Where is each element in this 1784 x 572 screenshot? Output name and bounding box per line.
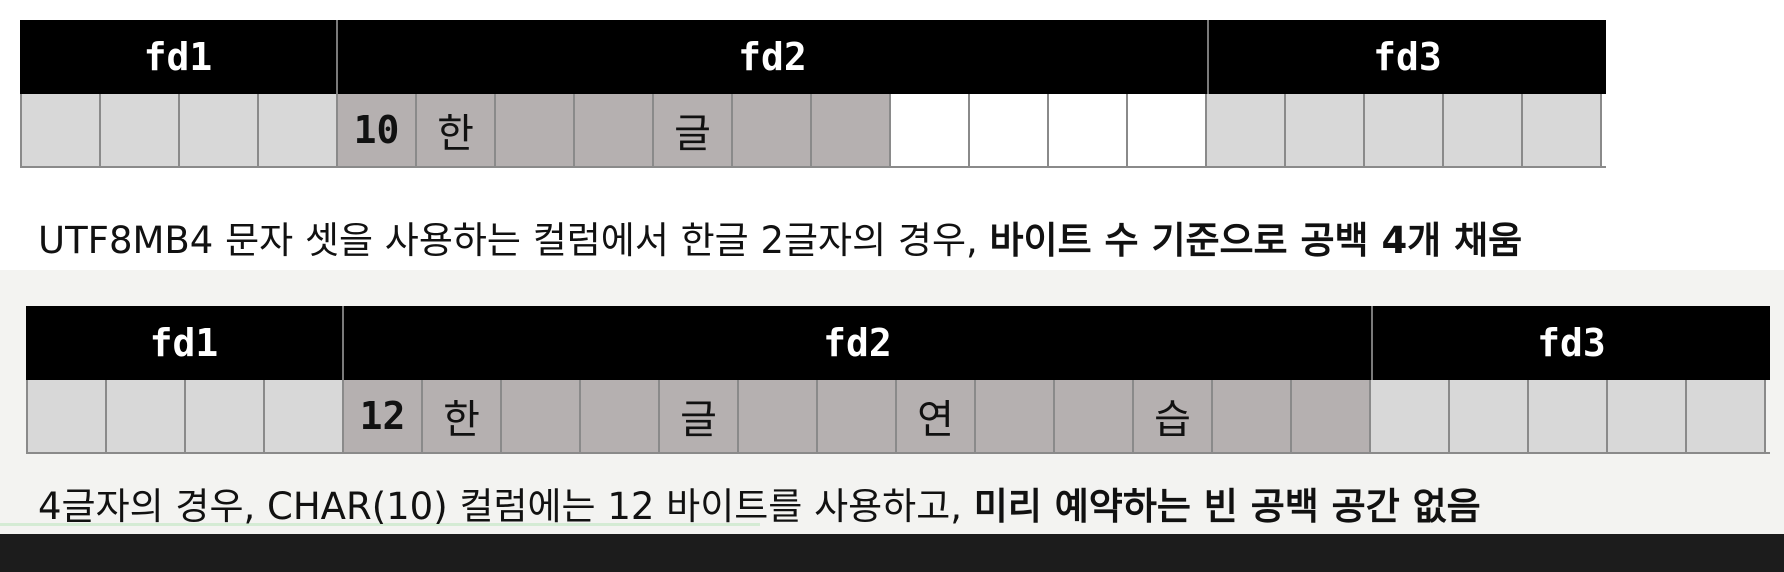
caption-2: 4글자의 경우, CHAR(10) 컬럼에는 12 바이트를 사용하고, 미리 …: [38, 476, 1481, 530]
fd2-padding-byte: [1049, 94, 1128, 166]
fd2-padding-byte: [970, 94, 1049, 166]
fd3-byte: [1687, 380, 1766, 452]
caption-2-text: 4글자의 경우, CHAR(10) 컬럼에는 12 바이트를 사용하고,: [38, 485, 974, 528]
fd2-byte: [812, 94, 891, 166]
fd2-byte: [1055, 380, 1134, 452]
fd3-byte: [1608, 380, 1687, 452]
bottom-bar: [0, 534, 1784, 572]
fd2-byte: [581, 380, 660, 452]
fd2-byte: 글: [654, 94, 733, 166]
fd2-byte: [733, 94, 812, 166]
fd2-length-byte: 12: [344, 380, 423, 452]
fd1-byte: [186, 380, 265, 452]
caption-1-text: UTF8MB4 문자 셋을 사용하는 컬럼에서 한글 2글자의 경우,: [38, 219, 990, 262]
fd1-byte: [180, 94, 259, 166]
fd3-byte: [1444, 94, 1523, 166]
header-fd1: fd1: [26, 306, 344, 380]
fd1-byte: [101, 94, 180, 166]
fd3-byte: [1529, 380, 1608, 452]
fd2-byte: 한: [423, 380, 502, 452]
fd2-byte: [976, 380, 1055, 452]
header-row: fd1 fd2 fd3: [26, 306, 1770, 380]
fd1-byte: [107, 380, 186, 452]
byte-row: 12 한 글 연 습: [26, 380, 1770, 454]
diagram-2: fd1 fd2 fd3 12 한 글 연 습: [26, 306, 1770, 454]
fd3-byte: [1523, 94, 1602, 166]
fd2-byte: [1213, 380, 1292, 452]
diagram-1: fd1 fd2 fd3 10 한 글: [20, 20, 1606, 168]
caption-1: UTF8MB4 문자 셋을 사용하는 컬럼에서 한글 2글자의 경우, 바이트 …: [38, 210, 1522, 264]
fd1-byte: [28, 380, 107, 452]
fd3-byte: [1371, 380, 1450, 452]
header-fd3: fd3: [1373, 306, 1770, 380]
fd3-byte: [1286, 94, 1365, 166]
header-fd1: fd1: [20, 20, 338, 94]
header-fd2: fd2: [338, 20, 1209, 94]
fd2-byte: [502, 380, 581, 452]
fd2-padding-byte: [1128, 94, 1207, 166]
fd2-byte: 한: [417, 94, 496, 166]
fd2-byte: [575, 94, 654, 166]
fd1-byte: [259, 94, 338, 166]
fd2-length-byte: 10: [338, 94, 417, 166]
fd2-byte: 연: [897, 380, 976, 452]
fd2-byte: 습: [1134, 380, 1213, 452]
fd3-byte: [1365, 94, 1444, 166]
fd2-byte: [739, 380, 818, 452]
caption-1-bold: 바이트 수 기준으로 공백 4개 채움: [989, 219, 1523, 262]
fd3-byte: [1450, 380, 1529, 452]
fd2-byte: [496, 94, 575, 166]
fd2-padding-byte: [891, 94, 970, 166]
fd2-byte: [1292, 380, 1371, 452]
header-fd2: fd2: [344, 306, 1373, 380]
header-fd3: fd3: [1209, 20, 1606, 94]
byte-row: 10 한 글: [20, 94, 1606, 168]
fd1-byte: [22, 94, 101, 166]
fd1-byte: [265, 380, 344, 452]
fd3-byte: [1207, 94, 1286, 166]
accent-line: [0, 523, 760, 526]
fd2-byte: 글: [660, 380, 739, 452]
header-row: fd1 fd2 fd3: [20, 20, 1606, 94]
caption-2-bold: 미리 예약하는 빈 공백 공간 없음: [973, 485, 1481, 528]
fd2-byte: [818, 380, 897, 452]
